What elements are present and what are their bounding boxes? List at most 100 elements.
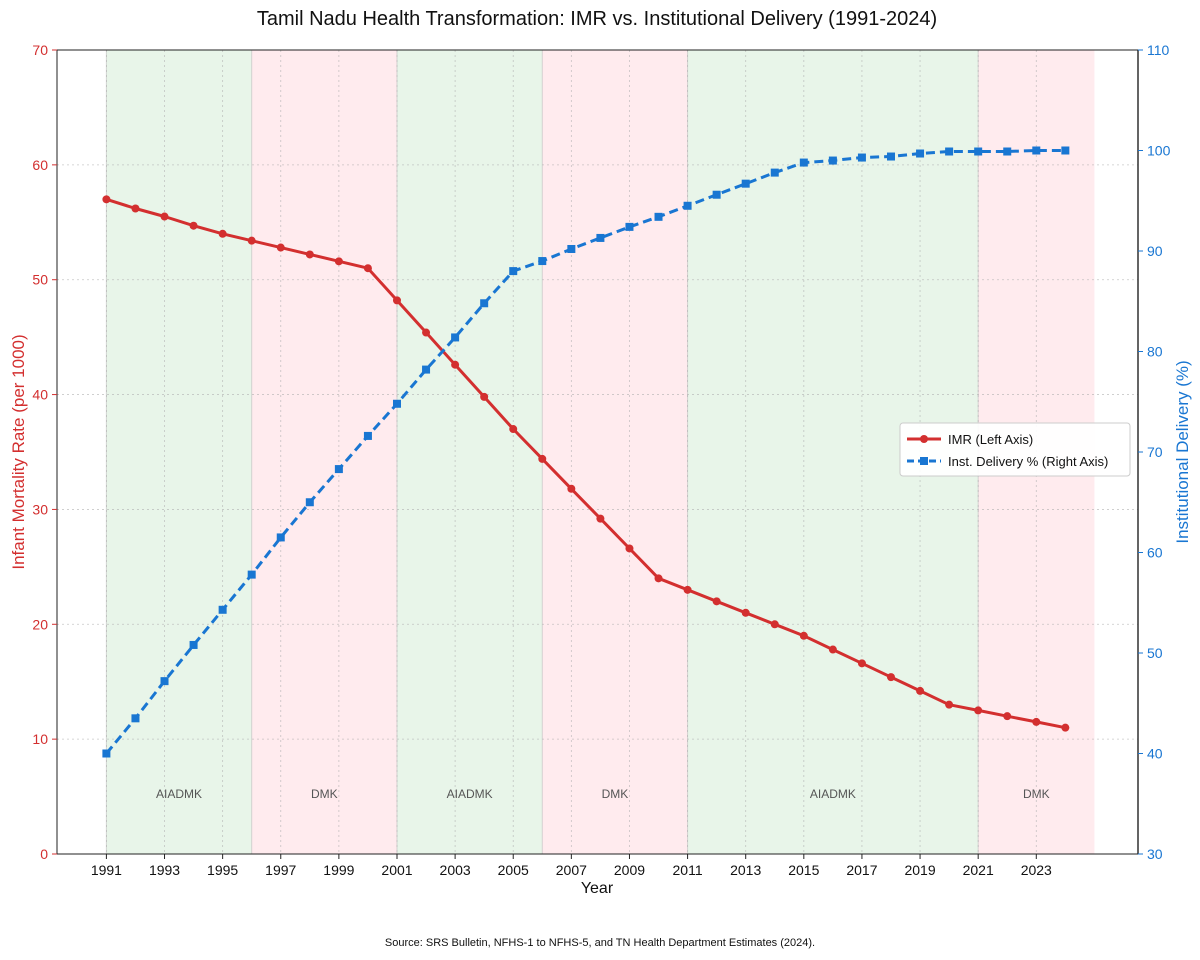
series-0-point-2 — [160, 212, 169, 221]
y-right-tick-label-7: 100 — [1147, 143, 1171, 159]
y-right-tick-label-0: 30 — [1147, 846, 1163, 862]
series-1-point-22 — [741, 179, 750, 188]
y-left-tick-label-3: 30 — [32, 501, 48, 517]
series-0-point-33 — [1061, 723, 1070, 732]
series-1-point-19 — [654, 212, 663, 221]
series-0-point-1 — [131, 204, 140, 213]
series-1-point-28 — [916, 149, 925, 158]
y-right-tick-label-1: 40 — [1147, 746, 1163, 762]
y-left-tick-label-4: 40 — [32, 387, 48, 403]
series-0-point-25 — [828, 645, 837, 654]
y-right-tick-label-8: 110 — [1147, 42, 1170, 58]
series-0-point-26 — [857, 659, 866, 668]
x-tick-label-1: 1993 — [149, 862, 180, 878]
x-tick-label-13: 2017 — [846, 862, 877, 878]
series-1-point-4 — [218, 605, 227, 614]
series-1-point-32 — [1032, 146, 1041, 155]
series-0-point-29 — [945, 700, 954, 709]
era-label-5: DMK — [1023, 787, 1050, 801]
series-0-point-18 — [625, 544, 634, 553]
series-1-point-3 — [189, 640, 198, 649]
series-0-point-19 — [654, 574, 663, 583]
series-0-point-15 — [538, 454, 547, 463]
era-band-0 — [106, 50, 252, 854]
series-0-point-7 — [305, 250, 314, 259]
era-label-2: AIADMK — [447, 787, 493, 801]
era-band-3 — [542, 50, 688, 854]
series-0-point-6 — [276, 243, 285, 252]
series-0-point-21 — [712, 597, 721, 606]
y-left-tick-label-5: 50 — [32, 272, 48, 288]
series-1-point-24 — [799, 158, 808, 167]
y-left-tick-label-2: 20 — [32, 616, 48, 632]
series-line-0 — [105, 197, 1066, 730]
x-tick-label-16: 2023 — [1021, 862, 1052, 878]
series-1-point-15 — [538, 257, 547, 266]
x-tick-label-7: 2005 — [498, 862, 529, 878]
series-1-point-9 — [363, 431, 372, 440]
x-tick-label-9: 2009 — [614, 862, 645, 878]
era-band-1 — [251, 50, 397, 854]
series-1-point-5 — [247, 570, 256, 579]
legend-delivery-label: Inst. Delivery % (Right Axis) — [948, 454, 1108, 469]
series-1-point-23 — [770, 168, 779, 177]
series-1-point-30 — [974, 147, 983, 156]
series-0-point-8 — [334, 257, 343, 266]
series-1-point-31 — [1003, 147, 1012, 156]
y-axis-right: 30 40 50 60 70 80 90 100 110 — [1137, 42, 1171, 862]
legend: IMR (Left Axis) Inst. Delivery % (Right … — [899, 422, 1131, 477]
series-1-point-25 — [828, 156, 837, 165]
y-right-tick-label-4: 70 — [1147, 444, 1163, 460]
series-0-point-13 — [480, 392, 489, 401]
series-1-point-8 — [334, 465, 343, 474]
series-1-point-11 — [422, 365, 431, 374]
series-0-point-31 — [1003, 712, 1012, 721]
series-line-1 — [105, 149, 1066, 755]
y-right-tick-label-6: 90 — [1147, 243, 1163, 259]
x-tick-label-10: 2011 — [673, 862, 703, 878]
y-right-tick-label-2: 50 — [1147, 645, 1163, 661]
series-0-point-14 — [509, 425, 518, 434]
series-0-point-22 — [741, 608, 750, 617]
legend-box — [899, 422, 1131, 477]
series-1-point-29 — [945, 147, 954, 156]
y-right-tick-label-3: 60 — [1147, 545, 1163, 561]
era-label-3: DMK — [602, 787, 629, 801]
x-tick-label-14: 2019 — [904, 862, 935, 878]
y-left-tick-label-1: 10 — [32, 731, 48, 747]
x-tick-label-12: 2015 — [788, 862, 819, 878]
x-axis: 1991 1993 1995 1997 1999 2001 2003 2005 2007 2009… — [91, 854, 1052, 878]
series-1-point-14 — [509, 267, 518, 276]
series-1-point-2 — [160, 677, 169, 686]
x-tick-label-15: 2021 — [963, 862, 994, 878]
y-right-tick-label-5: 80 — [1147, 344, 1163, 360]
series-0-point-10 — [392, 296, 401, 305]
series-1-point-17 — [596, 233, 605, 242]
series-1-point-1 — [131, 714, 140, 723]
legend-imr-marker — [920, 435, 928, 443]
series-0-point-20 — [683, 585, 692, 594]
x-tick-label-0: 1991 — [91, 862, 122, 878]
series-1-point-12 — [451, 333, 460, 342]
series-1-point-20 — [683, 201, 692, 210]
era-label-4: AIADMK — [810, 787, 856, 801]
series-0-point-23 — [770, 620, 779, 629]
y-left-tick-label-6: 60 — [32, 157, 48, 173]
x-tick-label-6: 2003 — [440, 862, 471, 878]
series-0-point-5 — [247, 236, 256, 245]
legend-imr-label: IMR (Left Axis) — [948, 432, 1033, 447]
x-tick-label-5: 2001 — [381, 862, 412, 878]
series-0-point-4 — [218, 229, 227, 238]
series-0-point-0 — [102, 195, 111, 204]
x-tick-label-11: 2013 — [730, 862, 761, 878]
chart-title: Tamil Nadu Health Transformation: IMR vs… — [257, 8, 937, 30]
series-0-point-17 — [596, 514, 605, 523]
series-0-point-24 — [799, 631, 808, 640]
x-tick-label-8: 2007 — [556, 862, 587, 878]
x-axis-label: Year — [581, 880, 614, 897]
series-1-point-7 — [305, 498, 314, 507]
series-0-point-11 — [422, 328, 431, 337]
y-axis-left-label: Infant Mortality Rate (per 1000) — [9, 334, 28, 569]
series-1-point-6 — [276, 533, 285, 542]
series-0-point-3 — [189, 221, 198, 230]
